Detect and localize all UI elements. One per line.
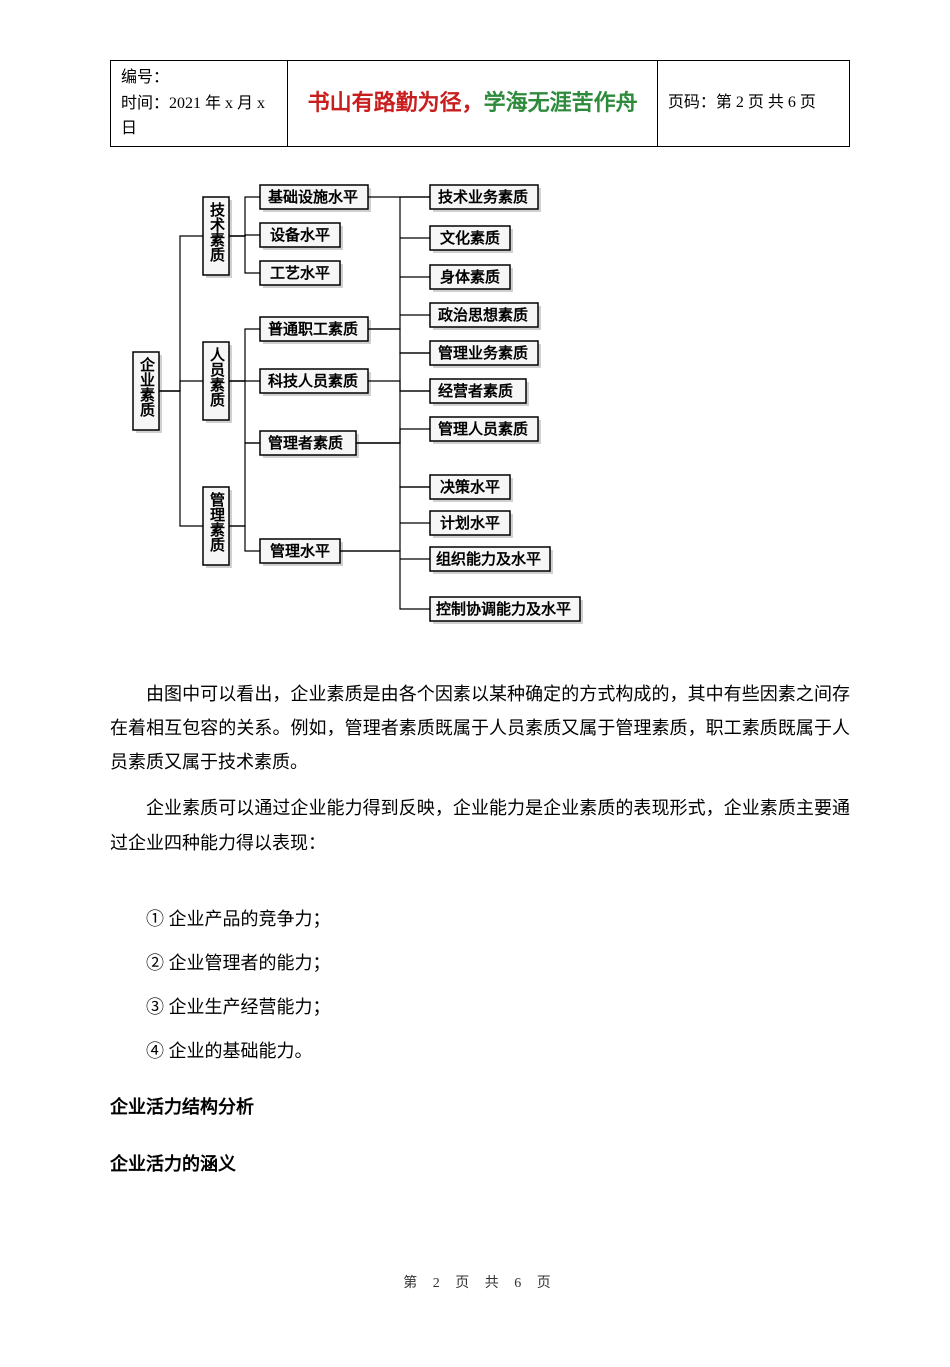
doc-id-label: 编号：: [121, 65, 277, 91]
mid-personnel-group: 普通职工素质 科技人员素质 管理者素质: [260, 317, 371, 458]
header-page-label: 页码：第 2 页 共 6 页: [668, 94, 816, 111]
heading-meaning: 企业活力的涵义: [110, 1147, 850, 1181]
mid-pers-0: 普通职工素质: [268, 320, 358, 338]
paragraph-1: 由图中可以看出，企业素质是由各个因素以某种确定的方式构成的，其中有些因素之间存在…: [110, 677, 850, 780]
node-personnel: 人员素质: [208, 347, 225, 408]
list-item-1: ① 企业产品的竞争力；: [110, 902, 850, 936]
page-footer: 第 2 页 共 6 页: [110, 1271, 850, 1298]
header-page-cell: 页码：第 2 页 共 6 页: [657, 61, 849, 147]
doc-date-label: 时间：2021 年 x 月 x 日: [121, 91, 277, 142]
header-motto-cell: 书山有路勤为径，学海无涯苦作舟: [288, 61, 658, 147]
right-4: 管理业务素质: [438, 344, 528, 362]
right-9: 组织能力及水平: [436, 550, 541, 568]
mid-mgmt-group: 管理水平: [260, 539, 343, 566]
mid-pers-1: 科技人员素质: [268, 372, 358, 390]
right-0: 技术业务素质: [438, 188, 528, 206]
page-header: 编号： 时间：2021 年 x 月 x 日 书山有路勤为径，学海无涯苦作舟 页码…: [110, 60, 850, 147]
right-7: 决策水平: [440, 478, 500, 496]
node-mgmt: 管理素质: [208, 491, 225, 553]
list-item-4: ④ 企业的基础能力。: [110, 1034, 850, 1068]
right-6: 管理人员素质: [438, 420, 528, 438]
heading-structure-analysis: 企业活力结构分析: [110, 1090, 850, 1124]
right-3: 政治思想素质: [438, 306, 528, 324]
right-5: 经营者素质: [438, 382, 513, 400]
list-item-2: ② 企业管理者的能力；: [110, 946, 850, 980]
enterprise-quality-diagram: 企业素质 技术素质 人员素质 管理素质 基础设施水平: [130, 177, 850, 637]
mid-tech-2: 工艺水平: [270, 264, 330, 282]
mid-pers-2: 管理者素质: [268, 434, 343, 452]
node-root: 企业素质: [138, 356, 156, 418]
paragraph-2: 企业素质可以通过企业能力得到反映，企业能力是企业素质的表现形式，企业素质主要通过…: [110, 791, 850, 859]
diagram-svg: 企业素质 技术素质 人员素质 管理素质 基础设施水平: [130, 177, 630, 637]
list-item-3: ③ 企业生产经营能力；: [110, 990, 850, 1024]
header-meta-cell: 编号： 时间：2021 年 x 月 x 日: [111, 61, 288, 147]
right-8: 计划水平: [440, 514, 500, 532]
right-10: 控制协调能力及水平: [436, 600, 571, 618]
mid-mgmt-0: 管理水平: [270, 542, 330, 560]
mid-tech-1: 设备水平: [270, 226, 330, 244]
motto-part-green: 学海无涯苦作舟: [484, 90, 638, 115]
right-nodes-group: 技术业务素质 文化素质 身体素质 政治思想素质 管理业务素质: [430, 185, 583, 624]
right-1: 文化素质: [440, 229, 500, 247]
right-2: 身体素质: [440, 268, 500, 286]
node-tech: 技术素质: [208, 201, 225, 263]
mid-tech-group: 基础设施水平 设备水平 工艺水平: [260, 185, 371, 288]
motto-part-red: 书山有路勤为径，: [308, 90, 484, 115]
mid-tech-0: 基础设施水平: [267, 188, 358, 206]
